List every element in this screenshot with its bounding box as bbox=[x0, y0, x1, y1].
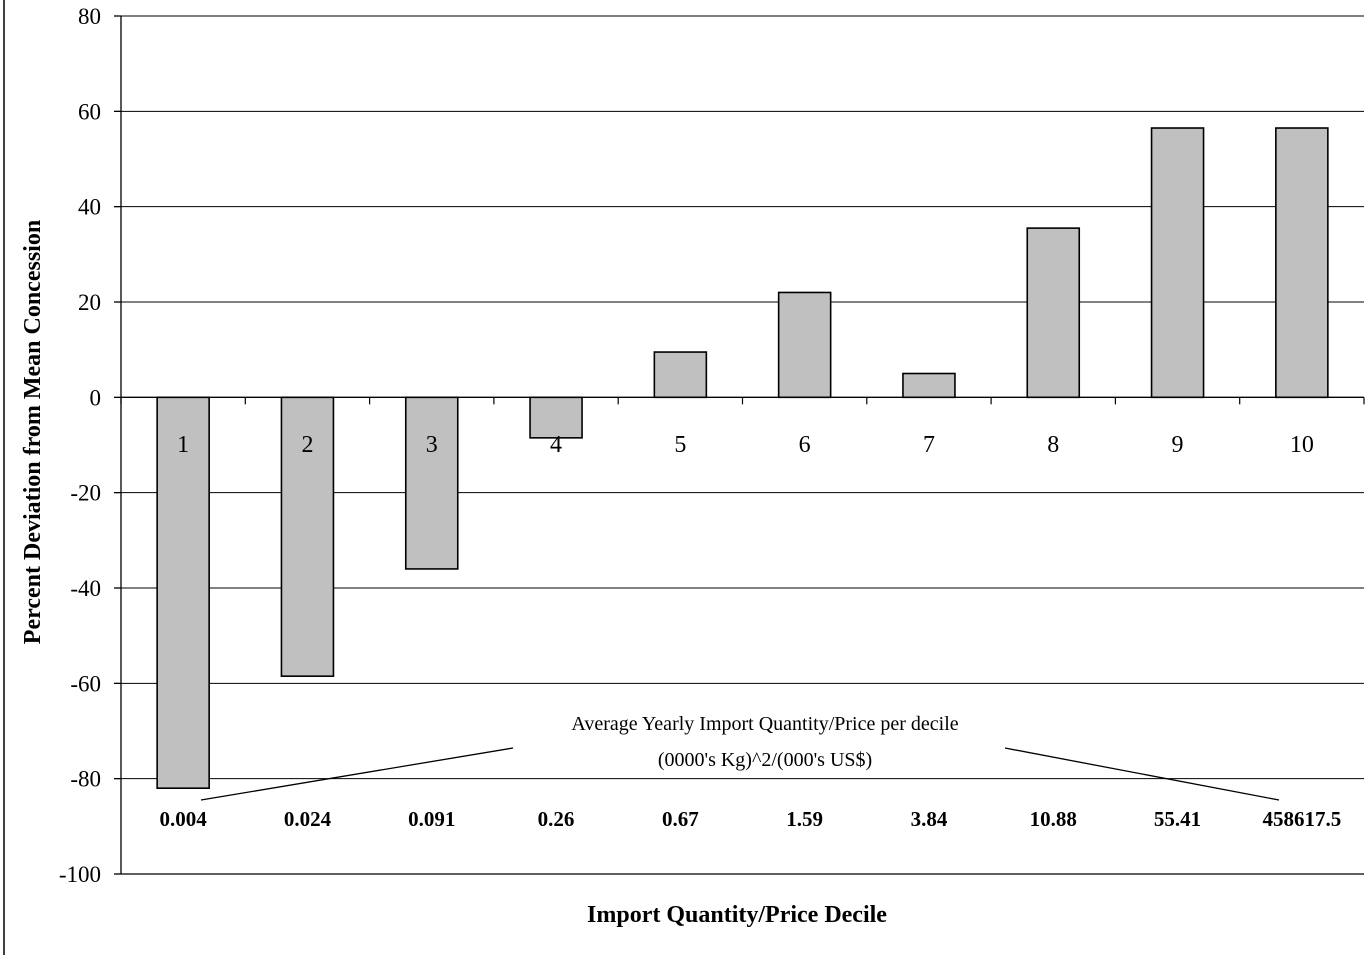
decile-average-label: 458617.5 bbox=[1262, 807, 1341, 831]
decile-average-labels: 0.004 0.024 0.091 0.26 0.67 1.59 3.84 10.88 55.4… bbox=[160, 807, 1342, 831]
category-label: 6 bbox=[799, 432, 811, 458]
category-label: 10 bbox=[1290, 432, 1314, 458]
category-label: 5 bbox=[674, 432, 686, 458]
axes bbox=[120, 16, 1365, 875]
bar-decile-9 bbox=[1150, 127, 1205, 399]
category-label: 4 bbox=[550, 432, 562, 458]
annotation-line2: (0000's Kg)^2/(000's US$) bbox=[658, 749, 872, 771]
decile-average-label: 55.41 bbox=[1154, 807, 1201, 831]
x-axis-title: Import Quantity/Price Decile bbox=[587, 902, 887, 928]
annotation-line-left bbox=[200, 747, 514, 801]
y-tick-label: 40 bbox=[78, 195, 101, 220]
bar-decile-10 bbox=[1275, 127, 1329, 399]
y-tick-label: -40 bbox=[70, 576, 101, 601]
y-axis-ticks: 80 60 40 20 0 -20 -40 -60 -80 -100 bbox=[59, 4, 121, 887]
y-axis-title: Percent Deviation from Mean Concession bbox=[20, 220, 46, 644]
category-labels: 1 2 3 4 5 6 7 8 9 10 bbox=[177, 432, 1314, 458]
y-tick-label: 20 bbox=[78, 290, 101, 315]
category-label: 8 bbox=[1047, 432, 1059, 458]
decile-average-label: 3.84 bbox=[911, 807, 948, 831]
y-tick-label: -60 bbox=[70, 671, 101, 696]
bar-decile-4 bbox=[529, 396, 583, 439]
bar-decile-8 bbox=[1026, 227, 1081, 399]
y-tick-label: -80 bbox=[70, 767, 101, 792]
category-label: 9 bbox=[1172, 432, 1184, 458]
y-tick-label: 80 bbox=[78, 4, 101, 29]
y-tick-label: 0 bbox=[90, 385, 102, 410]
bars bbox=[156, 127, 1329, 790]
decile-average-label: 0.091 bbox=[408, 807, 455, 831]
bar-decile-2 bbox=[280, 396, 335, 677]
decile-average-label: 0.004 bbox=[160, 807, 208, 831]
category-label: 1 bbox=[177, 432, 189, 458]
decile-average-label: 0.024 bbox=[284, 807, 332, 831]
bar-decile-5 bbox=[653, 351, 708, 399]
bar-decile-6 bbox=[777, 291, 832, 399]
bar-decile-7 bbox=[902, 372, 956, 399]
category-label: 2 bbox=[301, 432, 313, 458]
y-tick-label: -100 bbox=[59, 862, 101, 887]
decile-average-label: 10.88 bbox=[1030, 807, 1077, 831]
category-label: 7 bbox=[923, 432, 935, 458]
decile-average-label: 0.26 bbox=[538, 807, 575, 831]
annotation-line-right bbox=[1004, 747, 1280, 801]
annotation-line1: Average Yearly Import Quantity/Price per… bbox=[571, 713, 958, 735]
bar-decile-3 bbox=[404, 396, 459, 570]
decile-average-label: 0.67 bbox=[662, 807, 699, 831]
decile-average-label: 1.59 bbox=[786, 807, 823, 831]
y-tick-label: 60 bbox=[78, 99, 101, 124]
category-label: 3 bbox=[426, 432, 438, 458]
y-tick-label: -20 bbox=[70, 481, 101, 506]
